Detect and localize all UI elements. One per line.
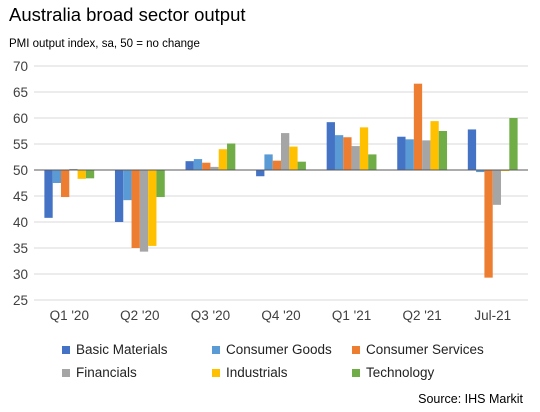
bar <box>264 154 273 170</box>
bar <box>131 170 140 248</box>
legend-item: Basic Materials <box>62 342 168 357</box>
bar <box>44 170 53 218</box>
y-tick-label: 50 <box>13 163 28 178</box>
bar <box>484 170 493 278</box>
bar <box>281 133 290 170</box>
chart-subtitle: PMI output index, sa, 50 = no change <box>9 38 200 50</box>
bar <box>148 170 157 246</box>
bar <box>272 160 281 170</box>
bar <box>368 154 377 170</box>
legend-item: Consumer Services <box>352 342 484 357</box>
y-tick-label: 70 <box>13 59 28 74</box>
legend-swatch <box>62 345 70 354</box>
y-tick-label: 25 <box>13 293 28 308</box>
x-tick-label: Q3 '20 <box>191 308 230 323</box>
bar <box>326 122 335 170</box>
bar <box>413 83 423 170</box>
bar <box>256 170 265 177</box>
legend-label: Technology <box>366 365 435 380</box>
bar <box>351 146 360 170</box>
bar <box>156 170 165 198</box>
y-tick-label: 45 <box>13 189 28 204</box>
x-tick-label: Jul-21 <box>474 308 511 323</box>
bar <box>438 131 448 170</box>
bar <box>52 170 61 183</box>
bar <box>509 118 518 170</box>
source-note: Source: IHS Markit <box>418 392 523 406</box>
bar <box>297 161 306 170</box>
bar <box>397 136 406 170</box>
y-tick-label: 30 <box>13 267 28 282</box>
bar <box>289 146 298 170</box>
bar <box>77 170 86 179</box>
bar <box>69 168 78 170</box>
chart-title: Australia broad sector output <box>9 4 246 25</box>
bar <box>227 143 236 170</box>
y-tick-label: 65 <box>13 85 28 100</box>
bar <box>334 135 344 170</box>
y-tick-label: 35 <box>13 241 28 256</box>
bar <box>501 170 510 172</box>
y-tick-label: 40 <box>13 215 28 230</box>
bar-chart: 25 30 35 40 45 50 55 60 65 70 Q1 '20 Q2 '20 Q3 '20 Q4… <box>13 59 528 323</box>
legend-item: Industrials <box>212 365 288 380</box>
bar <box>405 139 414 170</box>
bar <box>210 166 219 170</box>
bar <box>492 170 502 205</box>
legend-swatch <box>212 345 220 354</box>
bar <box>123 170 132 201</box>
legend-swatch <box>352 345 360 354</box>
legend-item: Consumer Goods <box>212 342 332 357</box>
legend-label: Consumer Services <box>366 342 484 357</box>
bar <box>359 127 369 170</box>
y-tick-label: 55 <box>13 137 28 152</box>
bar <box>193 159 203 170</box>
x-tick-label: Q1 '20 <box>50 308 89 323</box>
x-tick-label: Q4 '20 <box>261 308 300 323</box>
bar <box>85 170 95 179</box>
legend-label: Consumer Goods <box>226 342 332 357</box>
legend-item: Financials <box>62 365 137 380</box>
bar <box>430 121 439 170</box>
bar <box>139 170 149 252</box>
legend-swatch <box>62 368 70 377</box>
bar <box>467 129 477 170</box>
legend-swatch <box>212 368 220 377</box>
x-tick-label: Q1 '21 <box>332 308 371 323</box>
x-tick-label: Q2 '21 <box>402 308 441 323</box>
bar <box>422 140 431 170</box>
x-tick-label: Q2 '20 <box>120 308 159 323</box>
bar <box>476 170 485 173</box>
y-tick-label: 60 <box>13 111 28 126</box>
bar <box>218 149 228 170</box>
legend-label: Financials <box>76 365 137 380</box>
bar <box>202 162 211 170</box>
bar <box>185 161 194 170</box>
bar <box>114 170 124 222</box>
bar <box>343 137 352 170</box>
legend-item: Technology <box>352 365 434 380</box>
legend-swatch <box>352 368 360 377</box>
bar <box>60 170 70 198</box>
legend-label: Industrials <box>226 365 288 380</box>
legend-label: Basic Materials <box>76 342 168 357</box>
